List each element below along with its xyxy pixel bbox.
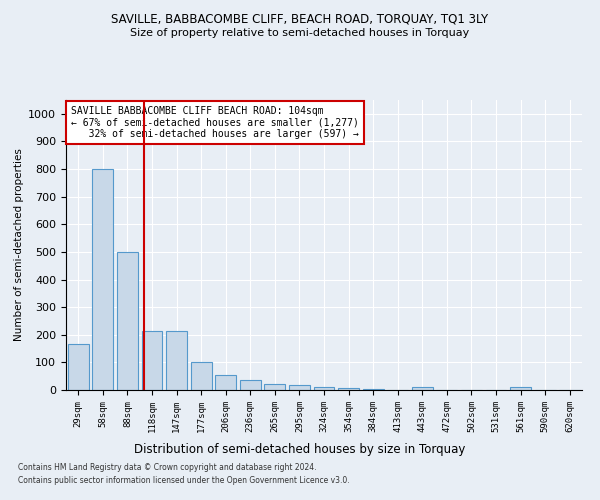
Bar (142, 330, 163, 390)
Bar (92, 169, 113, 390)
Text: Contains HM Land Registry data © Crown copyright and database right 2024.: Contains HM Land Registry data © Crown c… (18, 464, 317, 472)
Bar (240, 380, 261, 390)
Bar (68, 344, 89, 390)
Bar (117, 252, 138, 390)
Bar (314, 387, 334, 390)
Bar (362, 388, 383, 390)
Bar (265, 384, 286, 390)
Bar (412, 387, 433, 390)
Bar (191, 362, 212, 390)
Text: SAVILLE BABBACOMBE CLIFF BEACH ROAD: 104sqm
← 67% of semi-detached houses are sm: SAVILLE BABBACOMBE CLIFF BEACH ROAD: 104… (71, 106, 359, 139)
Bar (215, 375, 236, 390)
Text: Size of property relative to semi-detached houses in Torquay: Size of property relative to semi-detach… (130, 28, 470, 38)
Y-axis label: Number of semi-detached properties: Number of semi-detached properties (14, 148, 24, 342)
Text: Contains public sector information licensed under the Open Government Licence v3: Contains public sector information licen… (18, 476, 350, 485)
Bar (510, 387, 531, 390)
Bar (338, 388, 359, 390)
Text: SAVILLE, BABBACOMBE CLIFF, BEACH ROAD, TORQUAY, TQ1 3LY: SAVILLE, BABBACOMBE CLIFF, BEACH ROAD, T… (112, 12, 488, 26)
Text: Distribution of semi-detached houses by size in Torquay: Distribution of semi-detached houses by … (134, 442, 466, 456)
Bar (166, 330, 187, 390)
Bar (289, 385, 310, 390)
